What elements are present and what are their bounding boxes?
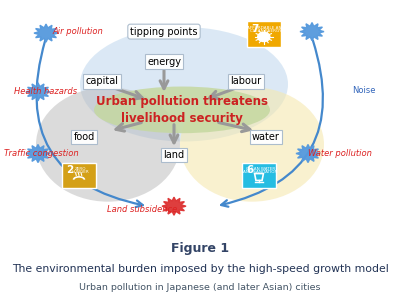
- FancyBboxPatch shape: [242, 163, 276, 188]
- Text: land: land: [164, 150, 184, 160]
- Text: Figure 1: Figure 1: [171, 242, 229, 255]
- Text: Health hazards: Health hazards: [14, 87, 77, 96]
- Text: 7: 7: [251, 24, 258, 34]
- FancyBboxPatch shape: [247, 21, 281, 47]
- Text: CLEAN ENERGY: CLEAN ENERGY: [250, 29, 281, 33]
- Polygon shape: [26, 144, 50, 163]
- Polygon shape: [26, 83, 50, 101]
- FancyBboxPatch shape: [62, 163, 96, 188]
- Text: livelihood security: livelihood security: [121, 112, 243, 126]
- Text: Land subsidence: Land subsidence: [107, 205, 177, 214]
- Text: The environmental burden imposed by the high-speed growth model: The environmental burden imposed by the …: [12, 264, 388, 275]
- Ellipse shape: [36, 87, 180, 202]
- Text: HUNGER: HUNGER: [72, 170, 90, 174]
- Text: AND SANITATION: AND SANITATION: [244, 170, 278, 174]
- Polygon shape: [162, 197, 186, 215]
- Text: Urban pollution threatens: Urban pollution threatens: [96, 95, 268, 108]
- Text: water: water: [252, 132, 280, 142]
- Circle shape: [258, 32, 270, 42]
- Text: ZERO: ZERO: [75, 167, 86, 171]
- Text: tipping points: tipping points: [130, 26, 198, 37]
- Text: 2: 2: [66, 165, 73, 175]
- Text: Air pollution: Air pollution: [52, 27, 103, 36]
- Text: Water pollution: Water pollution: [308, 149, 372, 158]
- Ellipse shape: [180, 87, 324, 202]
- Text: Noise: Noise: [352, 86, 376, 95]
- Polygon shape: [296, 144, 320, 163]
- Text: Traffic congestion: Traffic congestion: [4, 149, 79, 158]
- Polygon shape: [300, 23, 324, 41]
- Text: capital: capital: [86, 76, 118, 86]
- Text: food: food: [73, 132, 95, 142]
- Ellipse shape: [80, 27, 288, 141]
- Text: energy: energy: [147, 57, 181, 67]
- Text: CLEAN WATER: CLEAN WATER: [246, 167, 275, 171]
- Text: AFFORDABLE AND: AFFORDABLE AND: [247, 26, 284, 30]
- Ellipse shape: [94, 87, 270, 133]
- Text: Urban pollution in Japanese (and later Asian) cities: Urban pollution in Japanese (and later A…: [79, 283, 321, 292]
- Text: labour: labour: [230, 76, 262, 86]
- Text: 6: 6: [246, 165, 253, 175]
- Polygon shape: [34, 24, 58, 42]
